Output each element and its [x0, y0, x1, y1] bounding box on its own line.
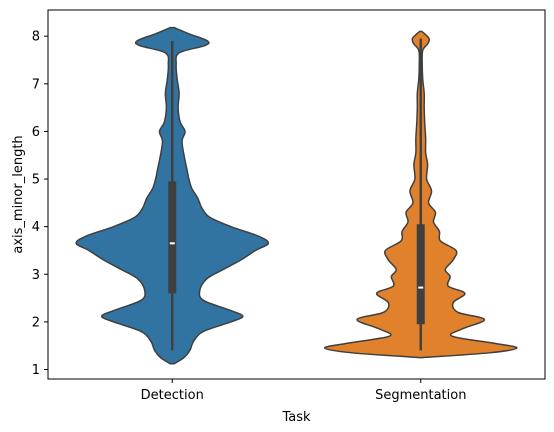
x-tick-label-segmentation: Segmentation: [375, 388, 466, 403]
y-tick-label: 6: [32, 125, 40, 140]
y-tick-label: 2: [32, 315, 40, 330]
iqr-box-segmentation: [416, 224, 425, 325]
violins-layer: [75, 26, 518, 365]
y-tick-label: 4: [32, 220, 40, 235]
x-tick-label-detection: Detection: [141, 388, 204, 403]
violin-detection: [75, 26, 270, 365]
y-tick-label: 7: [32, 77, 40, 92]
y-axis-ticks: 1 2 3 4 5 6 7 8: [32, 30, 48, 378]
plot-area-frame: [47, 9, 546, 380]
x-axis-ticks: Detection Segmentation: [141, 379, 466, 403]
y-tick-label: 3: [32, 268, 40, 283]
violin-segmentation: [323, 30, 518, 359]
y-axis-label: axis_minor_length: [11, 135, 26, 253]
y-tick-label: 5: [32, 173, 40, 188]
iqr-box-detection: [168, 181, 177, 294]
y-tick-label: 1: [32, 363, 40, 378]
x-axis-label: Task: [281, 410, 311, 425]
y-tick-label: 8: [32, 30, 40, 45]
